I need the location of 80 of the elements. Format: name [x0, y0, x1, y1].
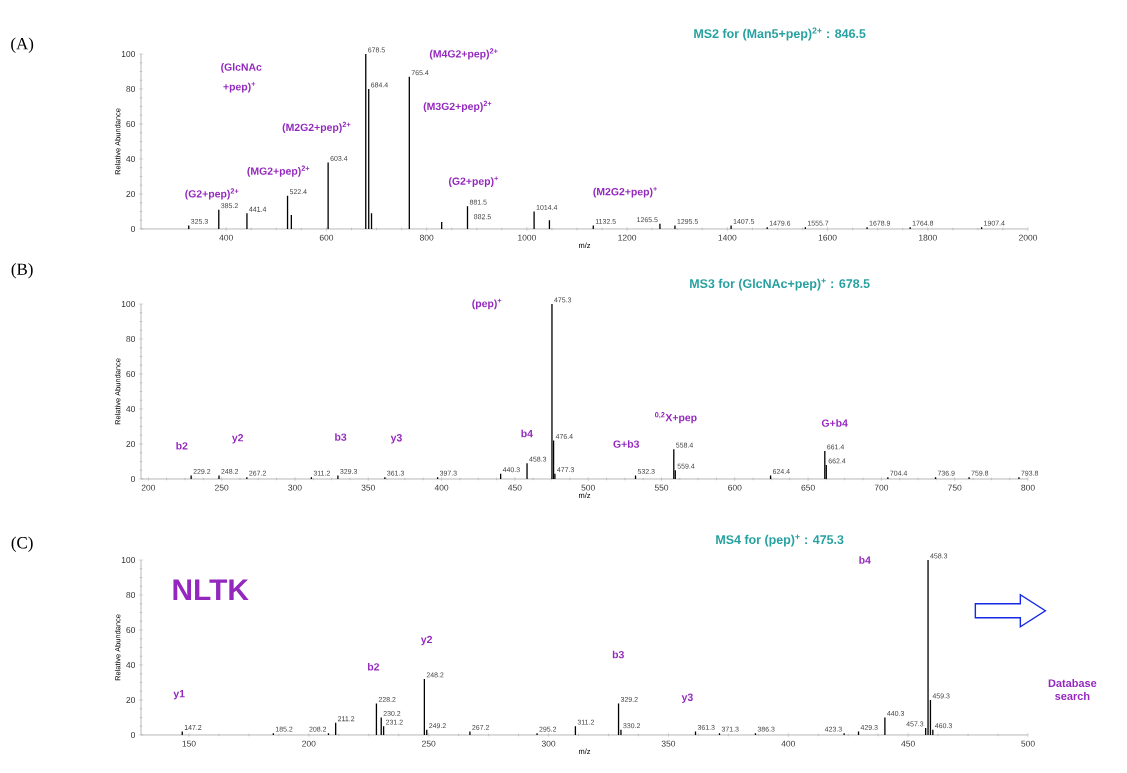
x-tick-label: 700: [874, 484, 889, 491]
annotation: y1: [173, 690, 185, 700]
annotation: y3: [390, 434, 402, 444]
annotation: y3: [681, 693, 693, 703]
x-tick-label: 450: [901, 740, 915, 747]
annotation: b4: [521, 429, 533, 438]
y-tick-label: 40: [126, 661, 136, 668]
annotation: b2: [176, 441, 188, 450]
annotation: (pep)$^{+}$: [472, 298, 502, 310]
text: Database search: [1048, 678, 1097, 700]
y-tick-label: 20: [126, 190, 136, 197]
annotation: (GlcNAc: [221, 63, 262, 73]
annotation: b4: [859, 556, 871, 564]
x-tick-label: 550: [654, 484, 669, 491]
text: (C): [11, 536, 33, 552]
x-tick-label: 400: [219, 234, 233, 241]
text: (A): [11, 37, 34, 53]
x-tick-label: 300: [541, 740, 556, 747]
y-tick-label: 20: [126, 696, 136, 703]
x-tick-label: 400: [434, 484, 449, 491]
annotation: y2: [420, 635, 433, 646]
annotation: (MG2+pep)$^{2+}$: [247, 165, 310, 177]
x-tick-label: 250: [422, 740, 436, 747]
y-tick-label: 60: [126, 626, 136, 633]
text: (B): [11, 263, 33, 279]
x-tick-label: 1200: [618, 234, 637, 241]
y-tick-label: 60: [126, 120, 136, 127]
x-tick-label: 800: [419, 234, 434, 241]
x-tick-label: 1000: [518, 234, 536, 241]
y-tick-label: 60: [126, 370, 136, 377]
x-tick-label: 600: [728, 484, 742, 491]
x-tick-label: 2000: [1019, 234, 1038, 241]
x-tick-label: 350: [661, 740, 676, 747]
annotation: (G2+pep)$^{+}$: [448, 176, 499, 187]
annotation: (G2+pep)$^{2+}$: [185, 188, 239, 200]
y-tick-label: 80: [126, 335, 136, 342]
y-tick-label: 100: [121, 300, 136, 307]
y-tick-label: 100: [121, 556, 136, 563]
y-tick-label: 40: [126, 405, 136, 412]
x-tick-label: 400: [781, 740, 796, 747]
annotation: b3: [612, 650, 624, 659]
x-tick-label: 300: [288, 484, 302, 491]
y-tick-label: 40: [126, 155, 136, 162]
y-tick-label: 0: [130, 475, 136, 482]
x-tick-label: 500: [581, 484, 595, 491]
x-tick-label: 1600: [818, 234, 837, 241]
annotation: +pep)$^{+}$: [223, 82, 256, 93]
x-tick-label: 650: [801, 484, 815, 491]
chart-title: MS4 for (pep)$^{+}$ : 475.3: [716, 534, 844, 547]
annotation: b2: [367, 662, 380, 671]
annotation: (M3G2+pep)$^{2+}$: [423, 100, 492, 113]
annotation: (M2G2+pep)$^{2+}$: [282, 121, 351, 134]
x-tick-label: 450: [507, 484, 522, 491]
x-tick-label: 1400: [718, 234, 737, 241]
y-tick-label: 0: [130, 731, 136, 738]
x-tick-label: 600: [319, 234, 334, 241]
x-tick-label: 800: [1021, 484, 1035, 491]
x-tick-label: 750: [948, 484, 962, 491]
annotation: y2: [231, 434, 244, 444]
annotation: NLTK: [173, 579, 249, 601]
chart-title: MS2 for (Man5+pep)$^{2+}$ : 846.5: [694, 27, 866, 41]
y-tick-label: 80: [126, 591, 136, 598]
annotation: (M4G2+pep)$^{2+}$: [429, 48, 498, 60]
annotation: (M2G2+pep)$^{+}$: [593, 187, 657, 198]
x-tick-label: 200: [141, 484, 156, 491]
x-tick-label: 250: [215, 484, 229, 491]
y-tick-label: 80: [126, 85, 136, 92]
y-tick-label: 100: [121, 50, 136, 57]
annotation: $^{0,2}$X+pep: [654, 412, 697, 424]
y-tick-label: 0: [130, 225, 136, 232]
x-tick-label: 150: [182, 740, 196, 747]
x-tick-label: 1800: [919, 234, 937, 241]
annotation: b3: [335, 433, 347, 441]
y-tick-label: 20: [126, 440, 136, 447]
chart-title: MS3 for (GlcNAc+pep)$^{+}$ : 678.5: [690, 278, 870, 291]
x-tick-label: 200: [302, 740, 316, 747]
annotation: G+b3: [613, 440, 640, 448]
annotation: G+b4: [821, 419, 848, 427]
x-tick-label: 350: [361, 484, 375, 491]
x-tick-label: 500: [1021, 740, 1035, 747]
